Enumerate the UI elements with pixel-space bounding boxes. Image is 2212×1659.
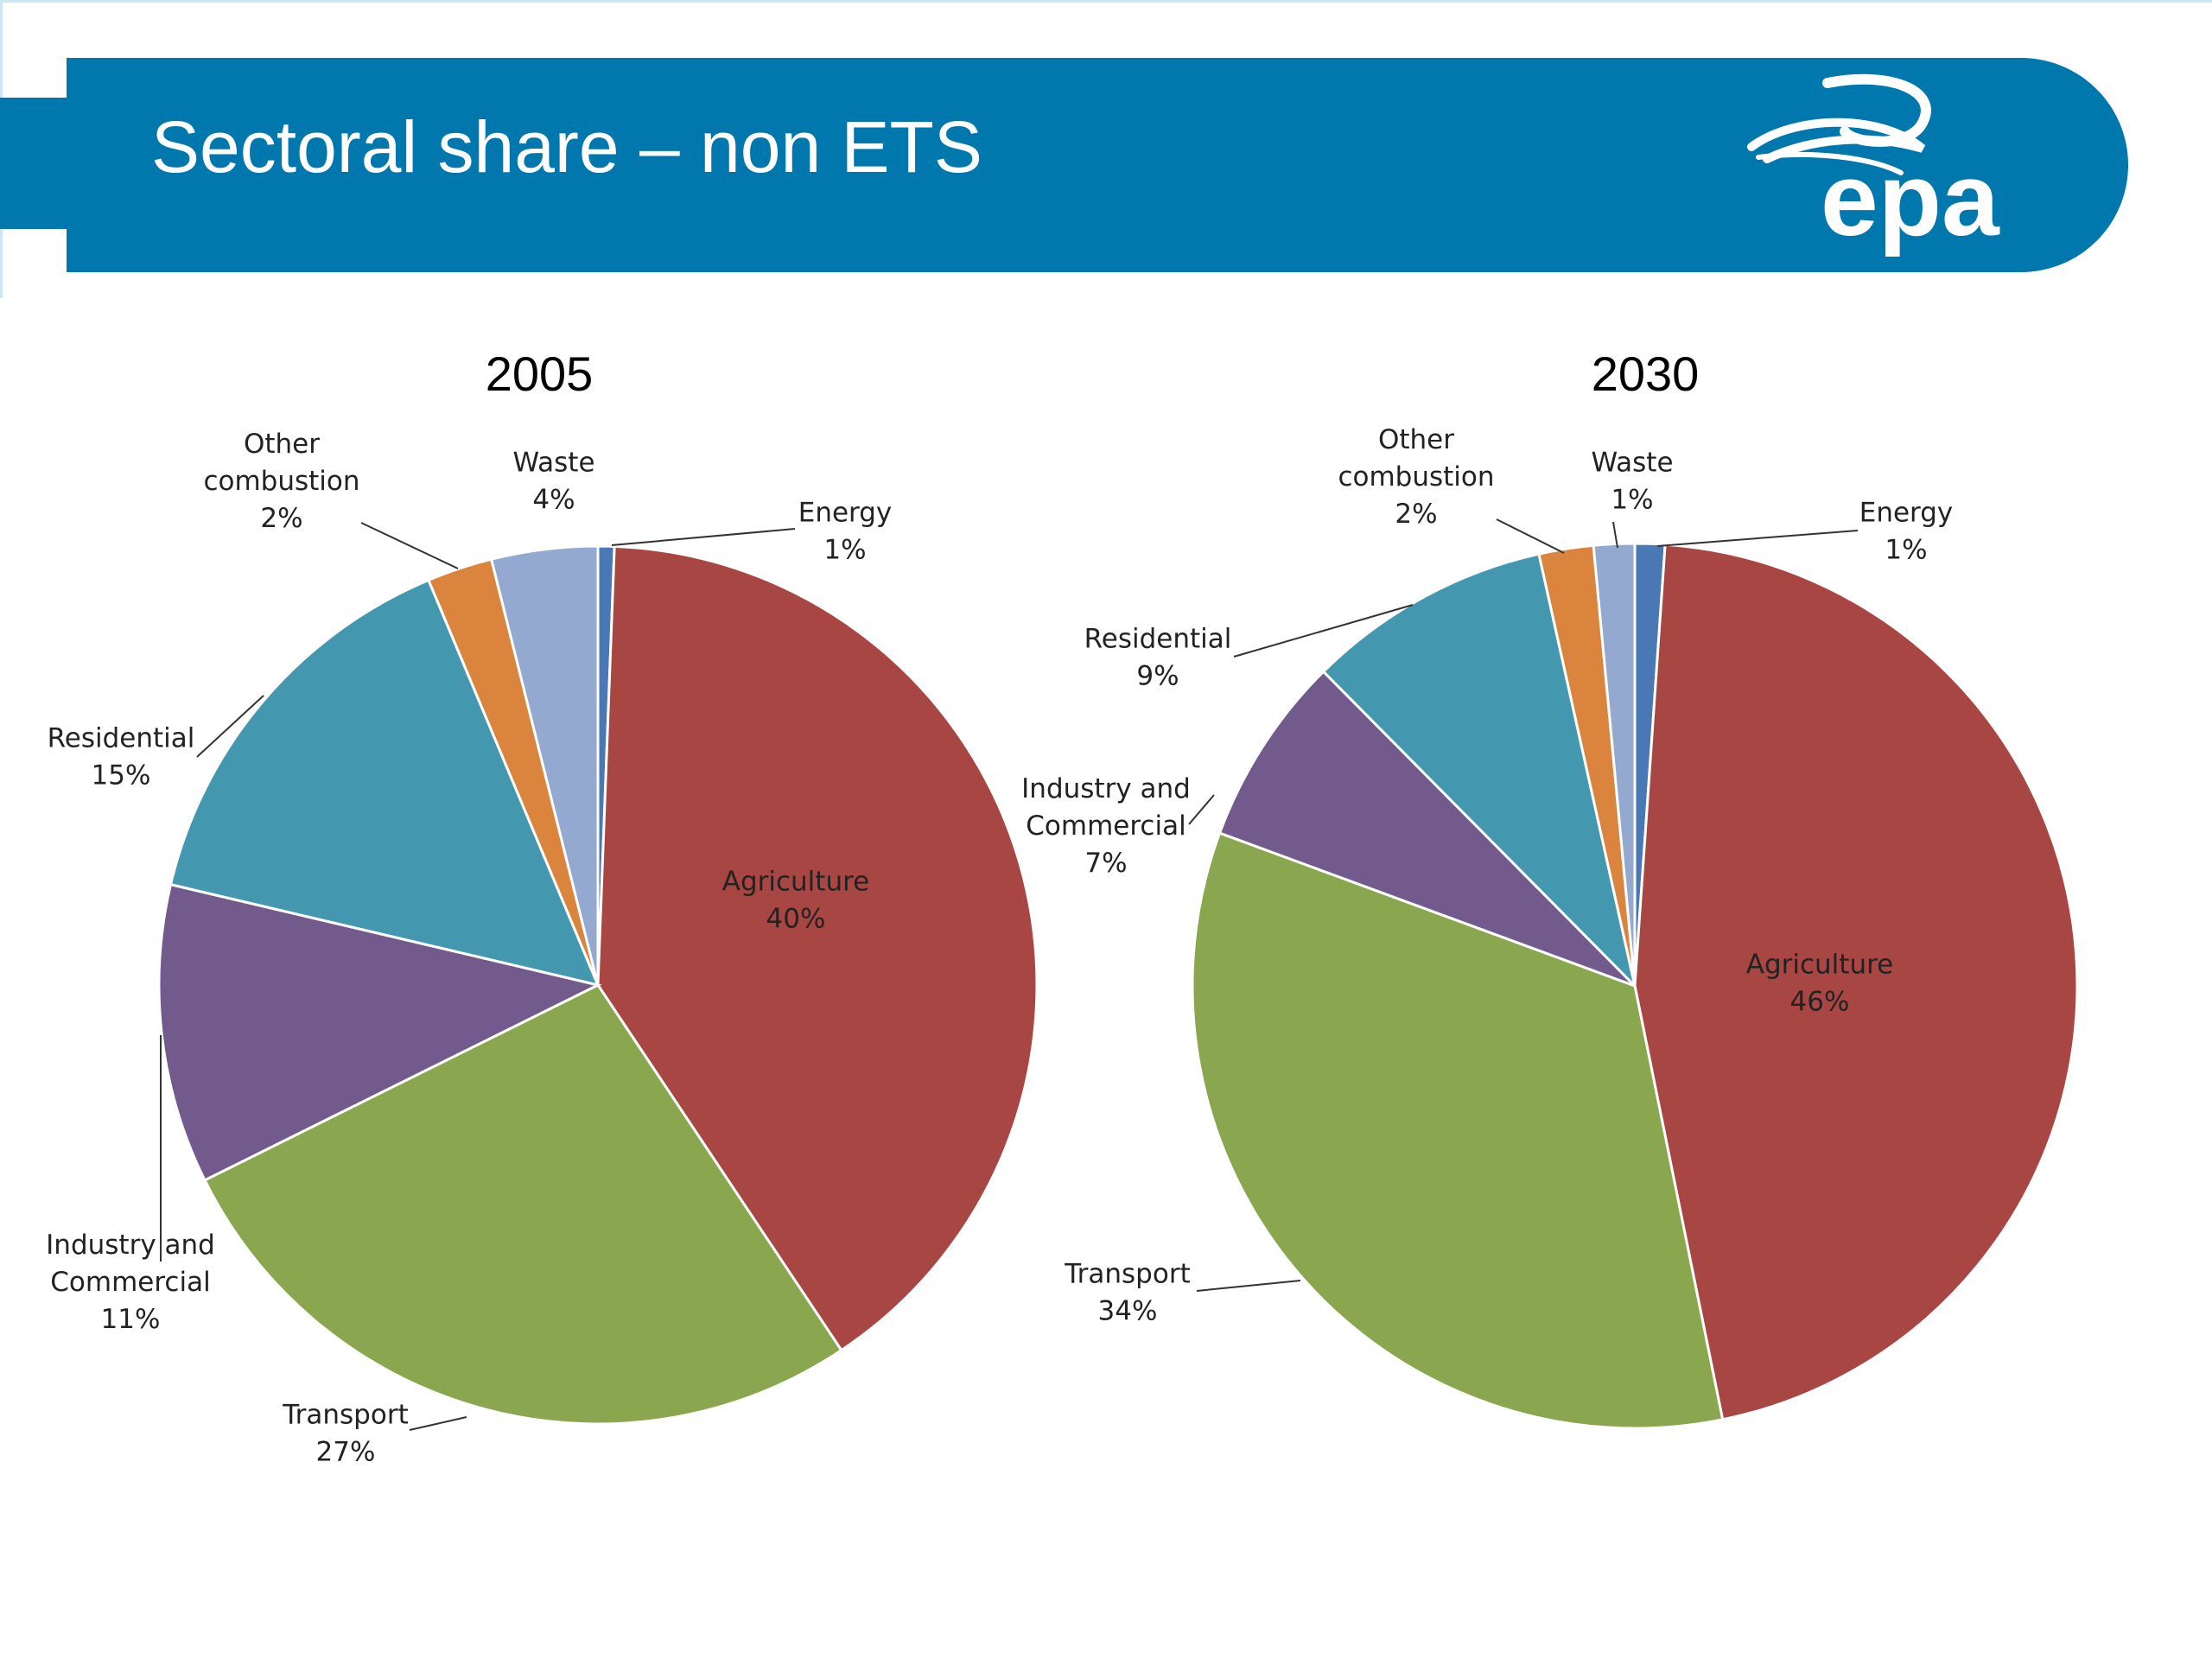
leader-line-transport [1196, 1280, 1301, 1292]
pie-slice-industry-and-commercial [1217, 670, 1637, 988]
pie-slice-agriculture [1633, 543, 2079, 1421]
epa-logo: epa [1747, 73, 2000, 257]
leader-line-residential [1233, 604, 1414, 658]
data-label-agriculture: Agriculture 40% [722, 867, 870, 935]
leader-line-transport [409, 1416, 467, 1431]
chart-title-2030: 2030 [1592, 346, 1700, 401]
data-label-transport: Transport 34% [1064, 1259, 1190, 1327]
leader-line-waste [1612, 521, 1618, 549]
leader-line-energy [1656, 530, 1859, 547]
chart-title-2005: 2005 [486, 346, 594, 401]
pie-chart-2030: 2030 Energy 1% Agriculture 46% Transport 34% In… [1021, 346, 2079, 1430]
data-label-other-combustion: Other combustion 2% [1338, 424, 1494, 530]
data-label-other-combustion: Other combustion 2% [203, 429, 359, 534]
top-edge-line [0, 0, 2212, 3]
data-label-waste: Waste 1% [1591, 448, 1673, 516]
pie-slice-residential [168, 578, 601, 988]
slide-title: Sectoral share – non ETS [151, 106, 982, 188]
pie-slice-transport [1191, 831, 1725, 1430]
leader-line-energy [611, 528, 796, 546]
data-label-transport: Transport 27% [282, 1400, 408, 1468]
pie-slice-transport [202, 983, 843, 1426]
header-banner-stub [0, 98, 69, 229]
leader-line-residential [196, 695, 264, 758]
data-label-residential: Residential 9% [1084, 624, 1232, 692]
data-label-industry-and-commercial: Industry and Commercial 7% [1021, 773, 1191, 879]
leader-line-other-combustion [360, 522, 459, 569]
data-label-industry-and-commercial: Industry and Commercial 11% [46, 1230, 215, 1335]
data-label-residential: Residential 15% [48, 723, 195, 791]
data-label-waste: Waste 4% [512, 448, 594, 516]
leader-line-industry-and-commercial [1188, 794, 1215, 825]
pie-chart-2005: 2005 Energy 1% Agriculture 40% Transport 27% In… [46, 346, 1039, 1468]
header-banner [67, 58, 2128, 272]
data-label-agriculture: Agriculture 46% [1746, 950, 1894, 1018]
pie-slice-waste [489, 544, 600, 986]
svg-text:epa: epa [1821, 142, 2000, 257]
data-label-energy: Energy 1% [1859, 498, 1954, 566]
leader-line-other-combustion [1496, 518, 1565, 554]
pie-slice-industry-and-commercial [157, 882, 602, 1182]
data-label-energy: Energy 1% [798, 498, 893, 566]
pie-slice-waste [1592, 542, 1637, 987]
pie-slice-residential [1321, 552, 1637, 990]
